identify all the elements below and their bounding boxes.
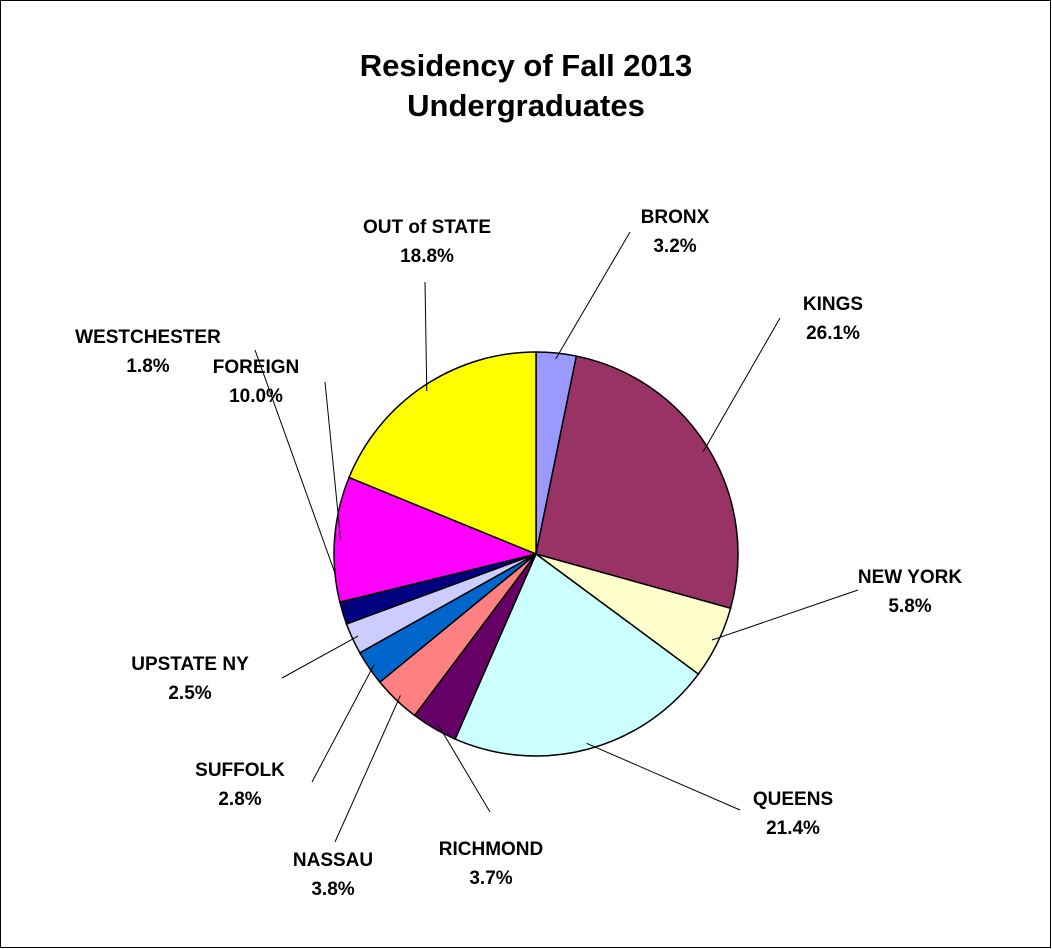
chart-title: Residency of Fall 2013 Undergraduates [359,48,693,123]
slice-value-label: 5.8% [888,596,931,617]
pie-slice [348,351,537,556]
leader-line [424,281,428,392]
slice-label: WESTCHESTER [75,327,221,348]
slice-label: SUFFOLK [195,760,285,781]
slice-label: KINGS [803,294,863,315]
pie-slice [535,355,739,610]
leader-line [334,695,401,843]
slice-value-label: 3.2% [653,236,696,257]
slice-value-label: 18.8% [400,246,454,267]
slice-value-label: 10.0% [229,386,283,407]
slice-label: FOREIGN [213,357,300,378]
slice-label: QUEENS [753,789,833,810]
slice-value-label: 1.8% [126,356,169,377]
leader-line [311,664,375,783]
slice-value-label: 3.8% [311,879,354,900]
slice-label: BRONX [641,207,710,228]
slice-value-label: 3.7% [469,868,512,889]
leader-line [324,381,342,540]
leader-line [436,722,491,813]
slice-label: UPSTATE NY [131,654,249,675]
leader-line [555,231,631,360]
slice-value-label: 2.8% [218,789,261,810]
slice-label: OUT of STATE [363,217,491,238]
pie-slice [454,552,700,757]
leader-line [586,742,741,811]
slice-value-label: 21.4% [766,818,820,839]
leader-line [281,635,359,679]
leader-line [254,349,350,612]
slice-label: RICHMOND [439,839,544,860]
slice-value-label: 26.1% [806,323,860,344]
leader-line [711,589,859,641]
slice-value-label: 2.5% [168,683,211,704]
leader-line [702,317,781,453]
slice-label: NASSAU [293,850,373,871]
pie-slice [333,476,539,604]
slice-label: NEW YORK [858,567,962,588]
